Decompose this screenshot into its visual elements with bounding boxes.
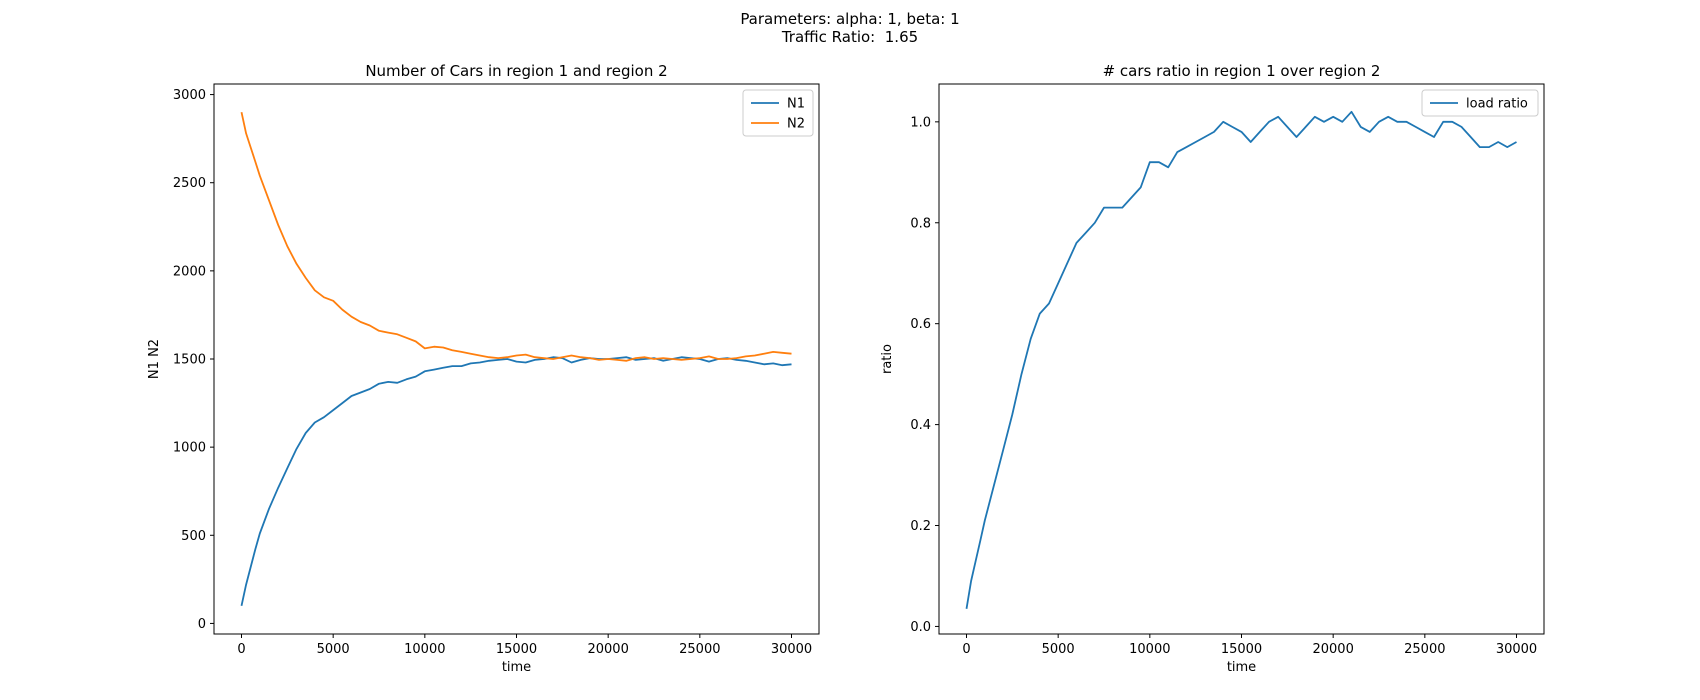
legend-label: load ratio [1466, 97, 1528, 112]
chart-panel-ratio: 0 5000 10000 15000 20000 25000 30000 0.0 0.2 0.4 0… [880, 62, 1545, 675]
legend-label: N1 [787, 97, 805, 112]
chart-title: # cars ratio in region 1 over region 2 [1103, 62, 1381, 80]
chart-panel-cars: 0 5000 10000 15000 20000 25000 30000 0 500 1000 15… [147, 62, 820, 675]
suptitle-line-1: Parameters: alpha: 1, beta: 1 [740, 10, 960, 28]
y-tick-label: 3000 [173, 88, 206, 103]
x-tick-label: 0 [237, 642, 245, 657]
y-tick-label: 500 [181, 529, 206, 544]
x-tick-label: 5000 [1042, 642, 1075, 657]
series-line-load-ratio [965, 110, 1517, 609]
y-tick-label: 2500 [173, 176, 206, 191]
x-tick-label: 0 [962, 642, 970, 657]
x-tick-label: 30000 [1496, 642, 1537, 657]
x-axis-label: time [1227, 660, 1256, 675]
x-tick-label: 15000 [496, 642, 537, 657]
axes-frame [938, 83, 1545, 635]
legend-label: N2 [787, 117, 805, 132]
x-tick-label: 25000 [679, 642, 720, 657]
y-tick-label: 0.8 [910, 216, 931, 231]
y-axis-label: N1 N2 [147, 339, 162, 379]
suptitle-line-2: Traffic Ratio: 1.65 [781, 28, 919, 46]
y-tick-label: 1.0 [910, 115, 931, 130]
x-tick-label: 10000 [404, 642, 445, 657]
y-tick-label: 1000 [173, 441, 206, 456]
x-tick-label: 10000 [1129, 642, 1170, 657]
chart-title: Number of Cars in region 1 and region 2 [365, 62, 667, 80]
legend-box [742, 89, 814, 137]
series-line-n1 [240, 356, 792, 606]
y-axis-label: ratio [880, 344, 895, 374]
legend-box [1421, 89, 1539, 117]
x-tick-label: 20000 [587, 642, 628, 657]
y-tick-label: 0.0 [910, 620, 931, 635]
y-tick-label: 0 [198, 617, 206, 632]
y-tick-label: 0.6 [910, 317, 931, 332]
x-tick-label: 20000 [1312, 642, 1353, 657]
x-tick-label: 15000 [1221, 642, 1262, 657]
x-tick-label: 25000 [1404, 642, 1445, 657]
y-tick-label: 2000 [173, 264, 206, 279]
y-tick-label: 1500 [173, 353, 206, 368]
y-tick-label: 0.4 [910, 418, 931, 433]
x-tick-label: 5000 [317, 642, 350, 657]
figure-suptitle: Parameters: alpha: 1, beta: 1 Traffic Ra… [0, 10, 1700, 46]
x-axis-label: time [502, 660, 531, 675]
series-line-n2 [240, 112, 792, 362]
y-tick-label: 0.2 [910, 519, 931, 534]
x-tick-label: 30000 [771, 642, 812, 657]
